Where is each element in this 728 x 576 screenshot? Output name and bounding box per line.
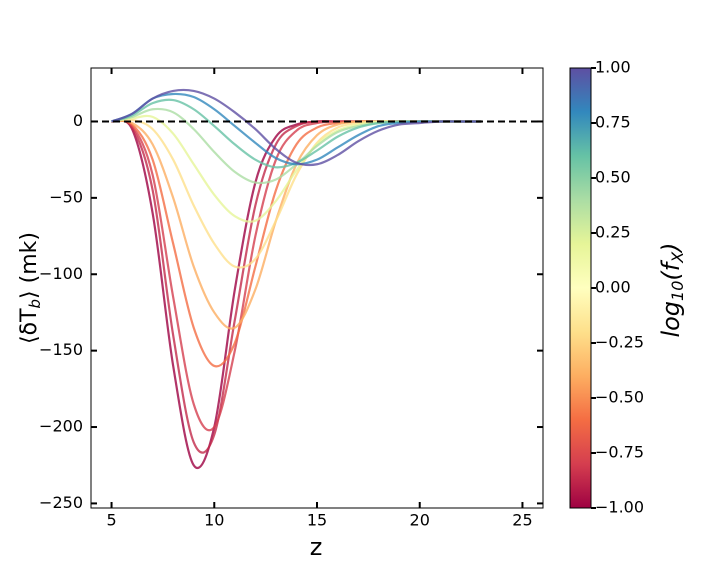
cb-label-sub: 10 bbox=[668, 281, 687, 301]
x-tick-label: 10 bbox=[204, 511, 224, 530]
y-tick-label: −200 bbox=[39, 417, 83, 436]
series-line bbox=[111, 88, 482, 167]
colorbar-tick-label: 1.00 bbox=[595, 58, 631, 77]
colorbar-tick-label: −1.00 bbox=[595, 498, 644, 517]
series-line bbox=[111, 119, 482, 432]
x-tick-label: 20 bbox=[410, 511, 430, 530]
y-tick-label: −100 bbox=[39, 264, 83, 283]
colorbar-tick-label: −0.75 bbox=[595, 443, 644, 462]
cb-label-end: ) bbox=[657, 242, 685, 253]
y-tick-label: −150 bbox=[39, 340, 83, 359]
y-tick-label: 0 bbox=[73, 111, 83, 130]
colorbar-tick-label: 0.00 bbox=[595, 278, 631, 297]
cb-label-sub2: X bbox=[668, 251, 687, 264]
cb-label-mid: (f bbox=[657, 259, 685, 280]
colorbar-label: log10(fX) bbox=[657, 242, 687, 337]
cb-label-main: log bbox=[657, 301, 685, 338]
colorbar bbox=[569, 67, 592, 509]
series-line bbox=[111, 92, 482, 166]
y-label-main: ⟨δT bbox=[17, 308, 42, 344]
curves bbox=[111, 88, 482, 469]
colorbar-tick-label: 0.75 bbox=[595, 113, 631, 132]
y-label-sub: b bbox=[26, 299, 44, 309]
series-line bbox=[111, 118, 482, 269]
y-tick-label: −50 bbox=[49, 187, 83, 206]
x-tick-label: 15 bbox=[307, 511, 327, 530]
y-axis-label: ⟨δTb⟩ (mk) bbox=[17, 232, 44, 344]
colorbar-tick-label: −0.25 bbox=[595, 333, 644, 352]
x-axis-label: z bbox=[310, 533, 323, 561]
x-tick-label: 5 bbox=[106, 511, 116, 530]
colorbar-tick-label: 0.25 bbox=[595, 223, 631, 242]
colorbar-tick-label: −0.50 bbox=[595, 388, 644, 407]
colorbar-tick-label: 0.50 bbox=[595, 168, 631, 187]
x-tick-label: 25 bbox=[512, 511, 532, 530]
y-tick-label: −250 bbox=[39, 493, 83, 512]
y-label-rest: ⟩ (mk) bbox=[17, 232, 42, 299]
